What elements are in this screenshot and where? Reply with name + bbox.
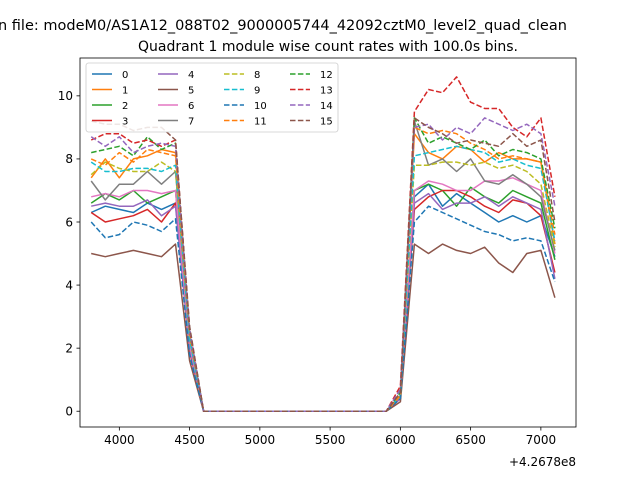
- y-tick-label: 0: [65, 405, 73, 419]
- legend-label-14: 14: [320, 101, 333, 112]
- legend-label-15: 15: [320, 116, 333, 127]
- figure-suptitle: n file: modeM0/AS1A12_088T02_9000005744_…: [0, 18, 567, 34]
- legend-label-3: 3: [122, 116, 128, 127]
- x-tick-label: 7000: [526, 433, 557, 447]
- legend-label-8: 8: [254, 70, 260, 81]
- x-tick-label: 5500: [315, 433, 346, 447]
- legend-label-13: 13: [320, 85, 333, 96]
- legend-label-4: 4: [188, 70, 194, 81]
- legend-label-11: 11: [254, 116, 267, 127]
- series-line-8: [90, 161, 556, 412]
- series-line-9: [90, 145, 556, 412]
- y-tick-label: 2: [65, 341, 73, 355]
- legend-label-0: 0: [122, 70, 128, 81]
- legend-label-2: 2: [122, 101, 128, 112]
- x-tick-label: 5000: [245, 433, 276, 447]
- y-tick-label: 4: [65, 278, 73, 292]
- axes-frame: [79, 57, 577, 428]
- y-axis: 0 2 4 6 8 10: [58, 89, 80, 419]
- legend-label-6: 6: [188, 101, 194, 112]
- legend-label-9: 9: [254, 85, 260, 96]
- x-tick-label: 6500: [455, 433, 486, 447]
- chart-title: Quadrant 1 module wise count rates with …: [138, 39, 518, 55]
- legend-label-1: 1: [122, 85, 128, 96]
- legend-label-10: 10: [254, 101, 267, 112]
- series-line-15: [91, 117, 556, 412]
- x-tick-label: 4000: [104, 433, 135, 447]
- x-axis: 4000 4500 5000 5500 6000 6500 7000: [104, 427, 556, 447]
- x-offset-label: +4.2678e8: [509, 455, 576, 469]
- legend-label-5: 5: [188, 85, 194, 96]
- series-line-10: [90, 205, 556, 412]
- y-tick-label: 8: [65, 152, 73, 166]
- legend-label-12: 12: [320, 70, 333, 81]
- y-tick-label: 10: [58, 89, 73, 103]
- legend-box: [85, 62, 339, 133]
- x-tick-label: 6000: [385, 433, 416, 447]
- legend-label-7: 7: [188, 116, 194, 127]
- series-layer: [90, 76, 556, 412]
- y-tick-label: 6: [65, 215, 73, 229]
- x-tick-label: 4500: [174, 433, 205, 447]
